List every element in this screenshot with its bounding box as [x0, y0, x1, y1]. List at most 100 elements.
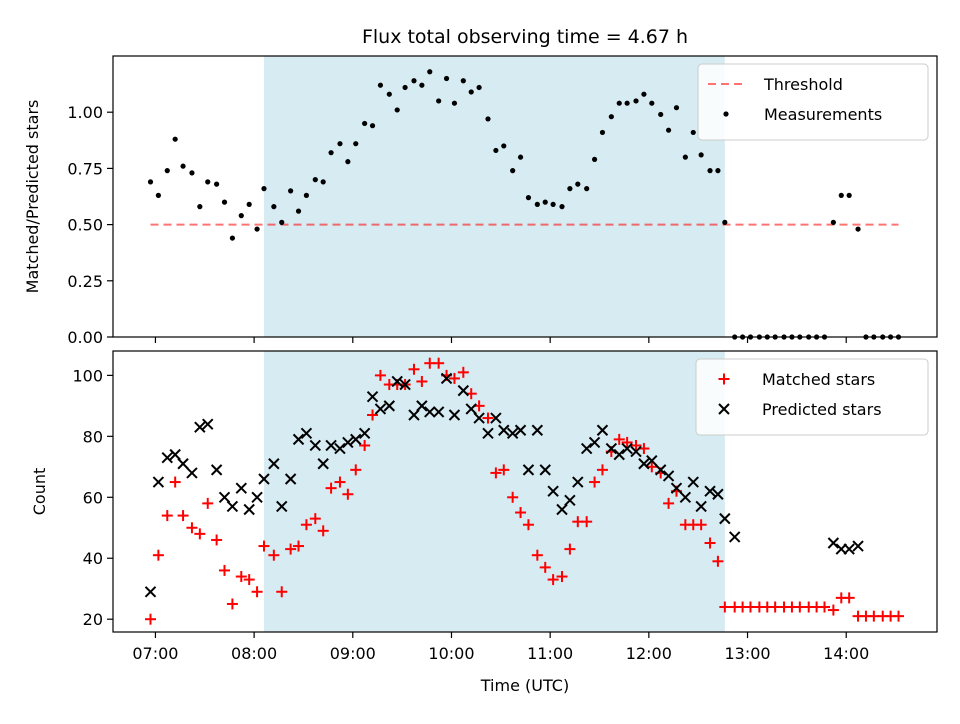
data-point: [295, 208, 302, 214]
data-point: [320, 179, 326, 185]
data-point: [394, 107, 400, 113]
data-point: [226, 500, 239, 513]
data-point: [268, 458, 280, 470]
data-point: [218, 491, 231, 503]
y-axis-label: Count: [30, 468, 49, 516]
data-point: [342, 436, 354, 449]
data-point: [641, 91, 647, 97]
data-point: [197, 204, 203, 210]
data-point: [383, 400, 396, 412]
data-point: [419, 82, 425, 88]
data-point: [633, 98, 639, 104]
data-point: [698, 152, 704, 158]
data-point: [424, 406, 436, 418]
data-point: [695, 500, 707, 513]
data-point: [589, 476, 601, 488]
data-point: [712, 555, 724, 567]
data-point: [670, 482, 683, 494]
top-panel: 0.00 0.25 0.50 0.75 1.00 Matched/Predicted st…: [23, 55, 938, 347]
data-point: [838, 192, 844, 198]
data-point: [164, 168, 170, 174]
data-point: [358, 427, 371, 439]
data-point: [317, 458, 329, 470]
legend-label: Predicted stars: [762, 400, 882, 419]
data-point: [621, 442, 633, 455]
data-point: [205, 179, 211, 185]
data-point: [493, 147, 499, 154]
x-tick-label: 08:00: [231, 644, 277, 663]
axes-frame: [112, 350, 938, 633]
y-tick-label: 60: [83, 488, 103, 507]
data-point: [539, 464, 551, 476]
data-point: [679, 491, 692, 503]
legend-box: [695, 358, 929, 436]
data-point: [658, 111, 664, 118]
axes-frame: [112, 55, 938, 338]
data-point: [285, 543, 297, 555]
bottom-panel: 20 40 60 80 100 07:00 08:00 09:00 10:00 11:00 12:0…: [30, 350, 938, 663]
data-point: [353, 141, 359, 147]
data-point: [210, 464, 223, 476]
data-point: [402, 84, 408, 91]
data-point: [465, 403, 477, 415]
data-point: [221, 199, 228, 205]
data-point: [852, 540, 864, 552]
data-point: [433, 357, 445, 369]
data-point: [630, 439, 642, 451]
x-tick-label: 07:00: [132, 644, 178, 663]
data-point: [517, 154, 524, 160]
data-point: [214, 181, 220, 187]
data-point: [591, 156, 598, 163]
data-point: [317, 525, 329, 537]
data-point: [408, 409, 420, 421]
data-point: [468, 89, 474, 95]
legend-box: [697, 63, 929, 141]
data-point: [144, 586, 157, 598]
legend-label: Measurements: [764, 105, 882, 124]
data-point: [522, 519, 534, 531]
data-point: [342, 488, 354, 500]
data-point: [271, 204, 277, 210]
data-point: [663, 497, 675, 509]
data-point: [567, 186, 573, 192]
x-tick-label: 13:00: [724, 644, 770, 663]
data-point: [391, 375, 403, 388]
data-point: [152, 476, 165, 488]
data-point: [559, 204, 565, 210]
x-tick-label: 09:00: [330, 644, 376, 663]
data-point: [229, 235, 236, 241]
legend: Threshold Measurements: [697, 63, 929, 141]
data-point: [621, 436, 633, 448]
data-point: [855, 226, 861, 232]
data-point: [556, 571, 568, 583]
data-point: [443, 75, 450, 82]
data-point: [630, 445, 642, 458]
data-point: [284, 473, 297, 485]
data-point: [235, 482, 247, 494]
data-point: [312, 177, 318, 183]
data-point: [515, 507, 527, 519]
data-point: [226, 598, 238, 610]
data-point: [408, 363, 420, 375]
data-point: [542, 199, 548, 205]
data-point: [613, 448, 625, 461]
data-point: [707, 168, 713, 174]
data-point: [580, 442, 593, 455]
chart-title: Flux total observing time = 4.67 h: [362, 26, 688, 48]
data-point: [616, 100, 622, 106]
data-point: [251, 586, 263, 598]
data-point: [416, 375, 428, 387]
data-point: [300, 519, 312, 531]
data-point: [695, 519, 707, 531]
data-point: [608, 114, 614, 120]
data-point: [258, 540, 270, 552]
data-point: [624, 100, 630, 106]
data-point: [147, 179, 154, 185]
data-point: [303, 192, 310, 198]
data-point: [172, 136, 178, 142]
data-point: [211, 534, 223, 546]
data-point: [522, 464, 535, 476]
data-point: [843, 543, 855, 555]
data-point: [662, 470, 675, 482]
data-point: [350, 464, 362, 476]
